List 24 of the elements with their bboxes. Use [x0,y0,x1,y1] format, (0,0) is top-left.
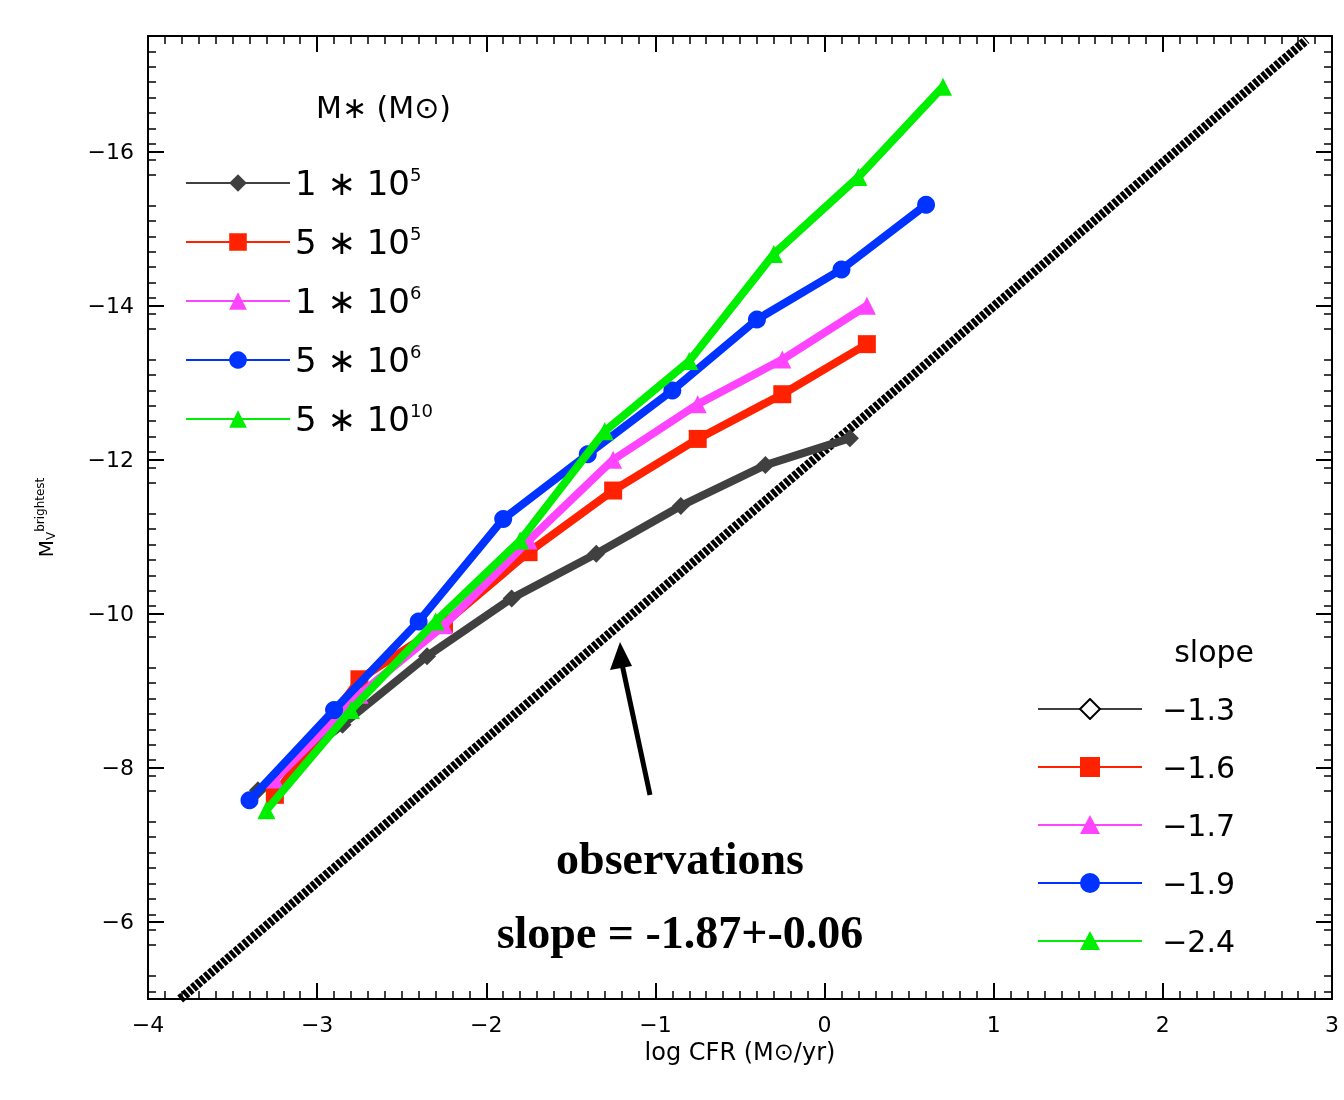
x-tick-label: 0 [817,1011,832,1037]
annotation: observations slope = -1.87+-0.06 [495,832,865,960]
x-tick-label: 2 [1155,1011,1170,1037]
annotation: −1.9 [1162,865,1236,901]
y-tick-label: −6 [101,909,134,935]
x-tick-label: −4 [131,1011,165,1037]
legend-title: M∗ (M⊙) [316,89,451,125]
x-axis-title: log CFR (M⊙/yr) [644,1037,836,1066]
x-tick-label: 1 [986,1011,1001,1037]
annotation: −1.7 [1162,807,1236,843]
x-tick-label: −2 [470,1011,503,1037]
x-tick-label: −3 [300,1011,334,1037]
annotation: −1.3 [1162,691,1236,727]
y-tick-label: −12 [87,447,134,473]
x-tick-label: −1 [639,1011,672,1037]
annotation: −2.4 [1162,923,1236,959]
y-tick-label: −8 [101,755,134,781]
y-tick-label: −14 [87,293,134,319]
y-tick-label: −16 [87,139,134,165]
y-tick-label: −10 [87,601,134,627]
annotation: −1.6 [1162,749,1236,785]
annotation: slope [1173,632,1254,671]
x-tick-label: 3 [1325,1011,1339,1037]
y-axis-title: MVbrightest [33,477,58,558]
